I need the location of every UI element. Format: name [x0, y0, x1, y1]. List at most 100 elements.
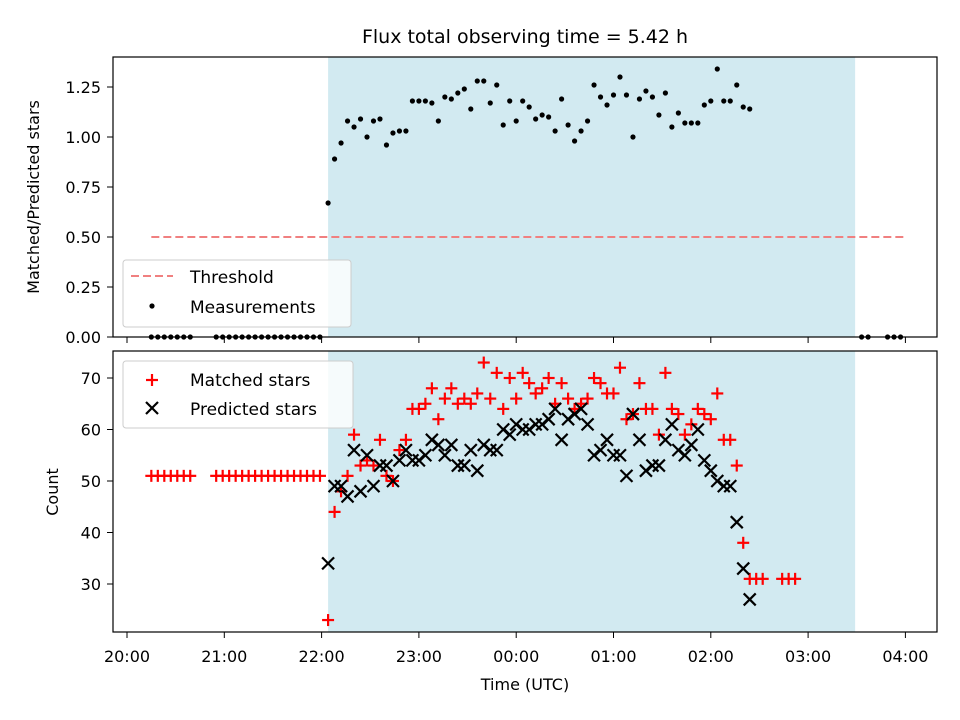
matched-star-marker	[348, 428, 361, 441]
top-axes-frame	[112, 56, 938, 338]
measurement-point	[630, 134, 636, 140]
measurement-point	[747, 106, 753, 112]
measurement-point	[409, 98, 416, 104]
y-tick-label: 70	[81, 369, 101, 388]
measurement-point	[656, 112, 662, 118]
measurement-point	[571, 138, 578, 144]
measurement-point	[370, 118, 377, 124]
measurement-point	[429, 100, 435, 106]
measurement-point	[539, 112, 545, 118]
matched-star-marker	[756, 572, 769, 585]
measurement-point	[714, 66, 720, 72]
matched-star-marker	[328, 505, 341, 518]
measurement-point	[688, 120, 694, 126]
matched-star-marker	[562, 392, 575, 405]
matched-star-marker	[313, 469, 326, 482]
matched-star-marker	[373, 433, 386, 446]
matched-star-marker	[672, 408, 685, 421]
matched-star-marker	[737, 536, 750, 549]
bottom-x-axis: 20:00 21:00 22:00 23:00 00:00 01:00 02:00 03:00…	[104, 632, 928, 666]
matched-star-marker	[691, 402, 704, 415]
matched-star-marker	[438, 392, 451, 405]
y-tick-label: 0.00	[65, 328, 101, 347]
y-tick-label: 0.75	[65, 178, 101, 197]
measurement-point	[682, 120, 688, 126]
matched-star-marker	[646, 402, 659, 415]
matched-star-marker	[678, 428, 691, 441]
predicted-star-marker	[632, 433, 647, 447]
measurement-point	[546, 114, 552, 120]
predicted-star-marker	[502, 427, 517, 442]
observing-window-span	[328, 57, 856, 337]
measurement-point	[474, 78, 480, 84]
predicted-star-marker	[360, 448, 374, 463]
predicted-star-marker	[613, 448, 627, 463]
measurement-point	[494, 82, 500, 88]
measurement-point	[643, 88, 649, 94]
predicted-star-marker	[593, 443, 608, 457]
legend-matched-label: Matched stars	[190, 371, 310, 391]
measurement-point	[623, 92, 630, 98]
measurement-point	[468, 106, 474, 112]
matched-star-marker	[588, 372, 601, 384]
predicted-star-marker	[600, 433, 614, 447]
matched-star-marker	[659, 366, 672, 379]
measurement-point	[591, 82, 597, 88]
measurement-point	[649, 94, 656, 100]
measurement-point	[390, 130, 396, 136]
bottom-legend-box	[122, 360, 354, 429]
matched-star-marker	[536, 382, 549, 395]
legend-measurements-swatch	[149, 303, 155, 309]
top-panel: 0.00 0.25 0.50 0.75 1.00 1.25 Matched/Predict…	[24, 56, 938, 347]
matched-star-marker	[399, 433, 412, 446]
predicted-star-marker	[386, 474, 400, 488]
top-legend: Threshold Measurements	[122, 259, 352, 328]
measurement-point	[708, 98, 714, 104]
matched-star-marker	[698, 408, 711, 421]
predicted-star-marker	[541, 412, 556, 426]
matched-star-marker	[503, 372, 516, 384]
measurement-point	[520, 98, 526, 104]
measurement-point	[383, 142, 390, 148]
top-y-axis-label: Matched/Predicted stars	[24, 100, 43, 294]
matched-star-marker	[704, 413, 717, 426]
predicted-star-marker	[399, 443, 413, 457]
measurement-point	[565, 122, 571, 128]
matched-star-marker	[711, 387, 724, 400]
matched-stars-points	[145, 356, 802, 627]
matched-star-marker	[789, 572, 802, 585]
measurement-point	[740, 104, 746, 110]
matched-star-marker	[724, 433, 737, 446]
x-tick-label: 03:00	[785, 647, 831, 666]
measurement-point	[435, 118, 441, 124]
measurement-point	[675, 110, 681, 116]
predicted-star-marker	[691, 422, 705, 437]
matched-star-marker	[510, 392, 523, 405]
predicted-star-marker	[580, 417, 595, 432]
measurement-point	[734, 82, 740, 88]
legend-threshold-label: Threshold	[189, 268, 274, 288]
predicted-star-marker	[729, 515, 744, 529]
predicted-star-marker	[619, 469, 634, 483]
measurement-point	[636, 96, 643, 102]
predicted-star-marker	[444, 438, 459, 452]
measurement-point	[442, 94, 448, 100]
predicted-star-marker	[626, 407, 640, 421]
measurement-point	[481, 78, 487, 84]
measurement-point	[617, 74, 623, 80]
legend-predicted-swatch	[145, 401, 159, 415]
matched-star-marker	[419, 397, 432, 410]
measurement-point	[455, 90, 461, 96]
measurement-point	[584, 118, 591, 124]
bottom-y-axis-label: Count	[43, 468, 62, 516]
measurement-point	[487, 100, 493, 106]
predicted-star-marker	[379, 458, 394, 473]
bottom-y-axis: 30 40 50 60 70	[81, 369, 113, 594]
y-tick-label: 30	[81, 575, 101, 594]
predicted-star-marker	[742, 592, 757, 607]
bottom-legend: Matched stars Predicted stars	[122, 360, 354, 429]
x-tick-label: 23:00	[396, 647, 442, 666]
y-tick-label: 1.25	[65, 78, 101, 97]
measurement-point	[344, 118, 351, 124]
